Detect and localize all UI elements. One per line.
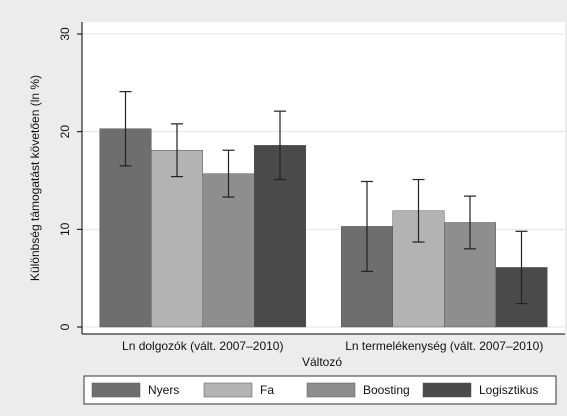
legend-swatch [306,382,356,398]
error-bar [274,110,286,181]
x-tick-label: Ln termelékenység (vált. 2007–2010) [345,339,543,353]
error-bar [361,180,373,272]
error-bar [119,91,132,167]
error-bar [515,230,528,305]
error-bar [412,178,425,243]
error-bar [222,149,235,198]
legend-label: Logisztikus [479,383,538,397]
bar [151,149,203,328]
legend-swatch [422,382,472,398]
y-tick-label: 0 [58,323,72,330]
legend-swatch [91,382,141,398]
legend [83,375,557,405]
x-tick-label: Ln dolgozók (vált. 2007–2010) [122,339,283,353]
legend-swatch [203,382,253,398]
y-tick-label: 30 [58,27,72,41]
legend-label: Boosting [363,383,410,397]
legend-label: Fa [260,383,274,397]
y-tick-label: 20 [58,125,72,139]
y-axis-title: Különbség támogatást követően (ln %) [28,75,42,281]
error-bar [464,195,476,250]
x-axis-title: Változó [302,355,342,369]
error-bar [171,123,183,178]
legend-label: Nyers [148,383,179,397]
y-tick-label: 10 [58,222,72,236]
